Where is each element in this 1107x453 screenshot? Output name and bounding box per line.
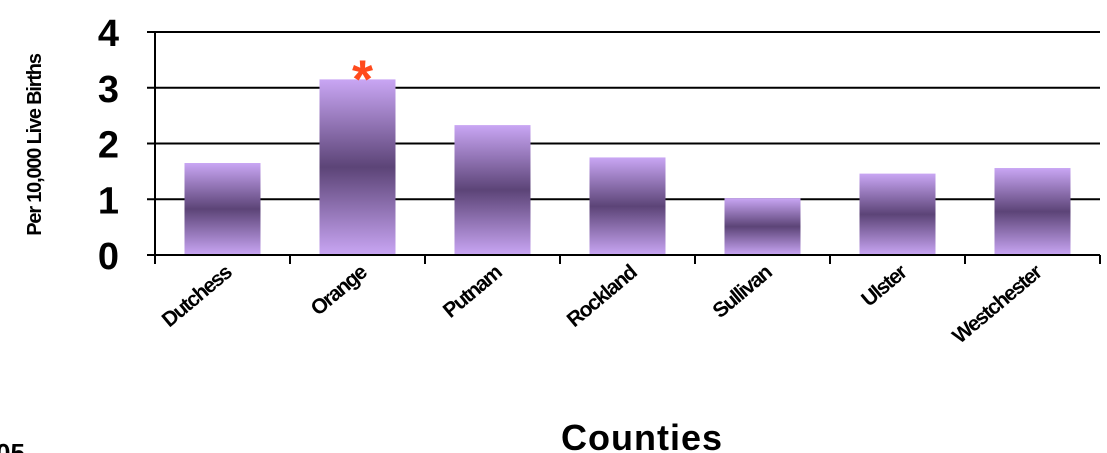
y-tick-label: 4 xyxy=(98,13,119,55)
x-tick-label: Dutchess xyxy=(158,261,237,332)
x-tick-label: Sullivan xyxy=(708,261,776,323)
bar-putnam xyxy=(454,125,531,255)
x-axis-title: Counties xyxy=(561,417,723,453)
y-tick-label: 3 xyxy=(98,69,119,111)
x-tick-label: Westchester xyxy=(948,260,1047,348)
x-tick-labels: Dutchess Orange Putnam Rockland Sullivan Ulst… xyxy=(158,260,1047,348)
annotations: * xyxy=(352,49,373,109)
x-tick-label: Rockland xyxy=(563,261,642,332)
y-axis-title: Per 10,000 Live Births xyxy=(24,53,46,236)
bar-sullivan xyxy=(724,198,801,255)
y-tick-label: 1 xyxy=(98,180,119,222)
x-tick-label: Orange xyxy=(306,261,371,321)
y-tick-label: 2 xyxy=(98,125,119,167)
y-tick-label: 0 xyxy=(98,236,119,278)
significance-asterisk: * xyxy=(352,49,373,109)
corner-label: 05 xyxy=(0,438,25,453)
bar-orange xyxy=(319,79,396,255)
bars xyxy=(184,79,1071,255)
bar-dutchess xyxy=(184,163,261,255)
bar-rockland xyxy=(589,157,666,255)
bar-ulster xyxy=(859,173,936,255)
axes xyxy=(147,31,1101,264)
y-tick-labels: 0 1 2 3 4 xyxy=(98,13,119,278)
bar-westchester xyxy=(994,168,1071,255)
x-tick-label: Putnam xyxy=(439,261,507,323)
x-tick-label: Ulster xyxy=(857,260,912,311)
